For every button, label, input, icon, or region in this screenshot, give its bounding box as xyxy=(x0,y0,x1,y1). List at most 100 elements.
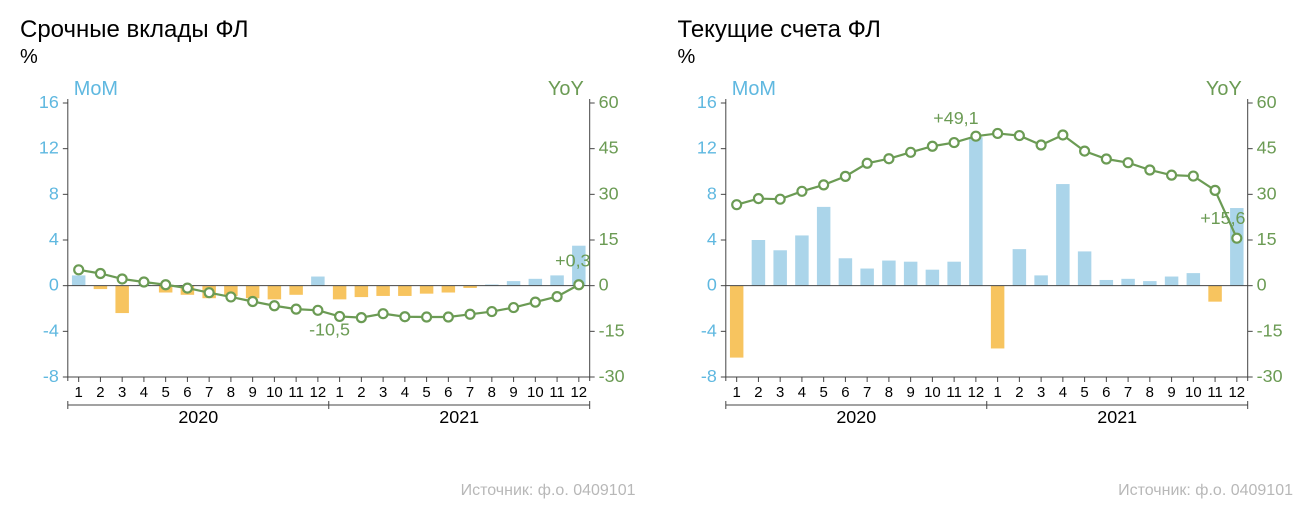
svg-text:15: 15 xyxy=(599,229,619,249)
svg-text:-4: -4 xyxy=(43,320,59,340)
svg-text:8: 8 xyxy=(49,183,59,203)
svg-text:12: 12 xyxy=(310,384,327,401)
svg-text:6: 6 xyxy=(841,384,849,401)
svg-text:4: 4 xyxy=(140,384,148,401)
svg-text:7: 7 xyxy=(466,384,474,401)
svg-text:2: 2 xyxy=(96,384,104,401)
svg-text:4: 4 xyxy=(797,384,805,401)
chart-svg: -8-40481216-30-15015304560MoMYoY12345678… xyxy=(678,75,1296,455)
chart-svg: -8-40481216-30-15015304560MoMYoY12345678… xyxy=(20,75,638,455)
svg-text:12: 12 xyxy=(1228,384,1245,401)
svg-text:7: 7 xyxy=(862,384,870,401)
svg-text:11: 11 xyxy=(946,384,961,401)
svg-text:8: 8 xyxy=(706,183,716,203)
svg-text:10: 10 xyxy=(527,384,544,401)
plot-area: -8-40481216-30-15015304560MoMYoY12345678… xyxy=(20,75,638,455)
svg-text:3: 3 xyxy=(1036,384,1044,401)
svg-text:7: 7 xyxy=(205,384,213,401)
svg-text:2021: 2021 xyxy=(1097,407,1137,427)
svg-text:-4: -4 xyxy=(700,320,716,340)
svg-text:9: 9 xyxy=(509,384,517,401)
svg-text:-30: -30 xyxy=(1256,366,1282,386)
svg-text:8: 8 xyxy=(884,384,892,401)
svg-text:3: 3 xyxy=(118,384,126,401)
svg-text:3: 3 xyxy=(379,384,387,401)
svg-text:1: 1 xyxy=(75,384,83,401)
svg-text:5: 5 xyxy=(162,384,170,401)
svg-text:0: 0 xyxy=(706,275,716,295)
chart-title: Срочные вклады ФЛ xyxy=(20,16,638,44)
svg-text:16: 16 xyxy=(696,92,716,112)
svg-text:YoY: YoY xyxy=(548,78,584,100)
svg-text:6: 6 xyxy=(444,384,452,401)
svg-text:45: 45 xyxy=(599,138,619,158)
svg-text:4: 4 xyxy=(1058,384,1066,401)
svg-text:2020: 2020 xyxy=(836,407,876,427)
chart-panel-right: Текущие счета ФЛ % -8-40481216-30-150153… xyxy=(658,0,1315,506)
svg-text:5: 5 xyxy=(422,384,430,401)
chart-title: Текущие счета ФЛ xyxy=(678,16,1296,44)
svg-text:1: 1 xyxy=(335,384,343,401)
svg-text:12: 12 xyxy=(39,138,59,158)
svg-text:7: 7 xyxy=(1123,384,1131,401)
svg-text:-15: -15 xyxy=(1256,320,1282,340)
svg-text:2: 2 xyxy=(754,384,762,401)
svg-text:-8: -8 xyxy=(43,366,59,386)
svg-text:60: 60 xyxy=(599,92,619,112)
svg-text:45: 45 xyxy=(1256,138,1276,158)
svg-text:0: 0 xyxy=(49,275,59,295)
svg-text:16: 16 xyxy=(39,92,59,112)
charts-container: Срочные вклады ФЛ % -8-40481216-30-15015… xyxy=(0,0,1315,506)
chart-panel-left: Срочные вклады ФЛ % -8-40481216-30-15015… xyxy=(0,0,658,506)
svg-text:4: 4 xyxy=(401,384,409,401)
svg-text:2021: 2021 xyxy=(439,407,479,427)
svg-text:4: 4 xyxy=(49,229,59,249)
svg-text:12: 12 xyxy=(696,138,716,158)
svg-text:1: 1 xyxy=(993,384,1001,401)
svg-text:10: 10 xyxy=(924,384,941,401)
plot-area: -8-40481216-30-15015304560MoMYoY12345678… xyxy=(678,75,1296,455)
svg-text:0: 0 xyxy=(1256,275,1266,295)
chart-ylabel: % xyxy=(20,46,638,69)
svg-text:2: 2 xyxy=(1015,384,1023,401)
svg-text:5: 5 xyxy=(819,384,827,401)
svg-text:-30: -30 xyxy=(599,366,625,386)
svg-text:9: 9 xyxy=(906,384,914,401)
svg-text:-10,5: -10,5 xyxy=(309,320,350,340)
svg-text:5: 5 xyxy=(1080,384,1088,401)
svg-text:-8: -8 xyxy=(700,366,716,386)
svg-text:+15,6: +15,6 xyxy=(1200,208,1245,228)
chart-ylabel: % xyxy=(678,46,1296,69)
svg-text:9: 9 xyxy=(1167,384,1175,401)
svg-text:11: 11 xyxy=(1207,384,1222,401)
svg-text:6: 6 xyxy=(1102,384,1110,401)
svg-text:1: 1 xyxy=(732,384,740,401)
svg-text:30: 30 xyxy=(599,183,619,203)
chart-source: Источник: ф.о. 0409101 xyxy=(1118,482,1293,500)
svg-text:10: 10 xyxy=(1185,384,1202,401)
svg-text:12: 12 xyxy=(967,384,984,401)
svg-text:60: 60 xyxy=(1256,92,1276,112)
svg-text:3: 3 xyxy=(776,384,784,401)
svg-text:6: 6 xyxy=(183,384,191,401)
svg-text:4: 4 xyxy=(706,229,716,249)
svg-text:8: 8 xyxy=(227,384,235,401)
svg-text:11: 11 xyxy=(288,384,303,401)
svg-text:-15: -15 xyxy=(599,320,625,340)
chart-source: Источник: ф.о. 0409101 xyxy=(461,482,636,500)
svg-text:30: 30 xyxy=(1256,183,1276,203)
svg-text:10: 10 xyxy=(266,384,283,401)
svg-text:8: 8 xyxy=(488,384,496,401)
svg-text:11: 11 xyxy=(549,384,564,401)
svg-text:0: 0 xyxy=(599,275,609,295)
svg-text:+49,1: +49,1 xyxy=(933,108,978,128)
svg-text:9: 9 xyxy=(248,384,256,401)
svg-text:+0,3: +0,3 xyxy=(555,251,590,271)
svg-text:2020: 2020 xyxy=(178,407,218,427)
svg-text:MoM: MoM xyxy=(74,78,118,100)
svg-text:MoM: MoM xyxy=(731,78,775,100)
svg-text:2: 2 xyxy=(357,384,365,401)
svg-text:YoY: YoY xyxy=(1205,78,1241,100)
svg-text:8: 8 xyxy=(1145,384,1153,401)
svg-text:12: 12 xyxy=(571,384,588,401)
